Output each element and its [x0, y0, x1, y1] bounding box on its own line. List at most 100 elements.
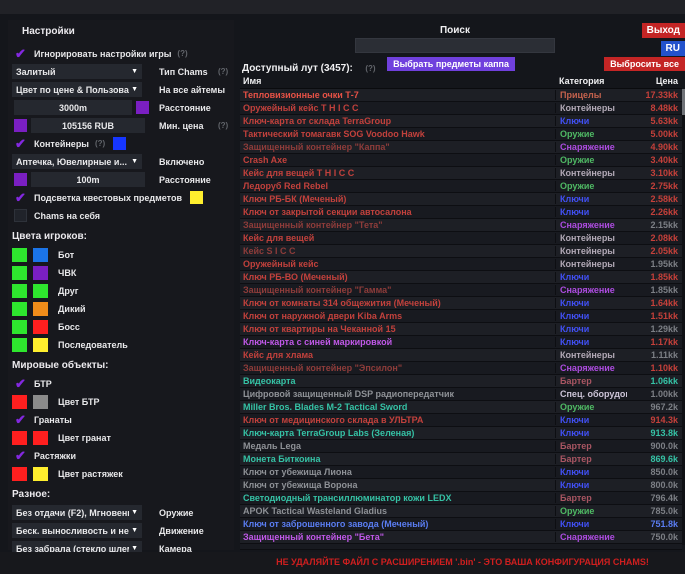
dropdown[interactable]: Аптечка, Ювелирные и... ▼ [12, 154, 142, 169]
dropdown[interactable]: Беск. выносливость и нет уста▼ [12, 523, 142, 538]
checkbox[interactable] [14, 209, 27, 222]
loot-table-row[interactable]: Ключ-карта с синей маркировкой Ключи 1.17k… [240, 336, 682, 349]
color-swatch-secondary[interactable] [33, 394, 48, 409]
loot-item-category: Снаряжение [555, 285, 627, 295]
loot-table-row[interactable]: Кейс для вещей Контейнеры 2.08kk [240, 232, 682, 245]
dropdown[interactable]: Без отдачи (F2), Мгновенное п▼ [12, 505, 142, 520]
loot-table-row[interactable]: Оружейный кейс Контейнеры 1.95kk [240, 258, 682, 271]
loot-scrollbar[interactable] [682, 89, 685, 545]
loot-table-row[interactable]: Ключ от закрытой секции автосалона Ключи 2… [240, 206, 682, 219]
dropdown-value: Без отдачи (F2), Мгновенное п [16, 507, 129, 518]
window-top-strip [0, 0, 685, 14]
loot-table-row[interactable]: Ключ от убежища Лиона Ключи 850.0k [240, 466, 682, 479]
color-swatch-primary[interactable] [12, 394, 27, 409]
color-swatch[interactable] [136, 101, 149, 114]
loot-table-row[interactable]: Светодиодный трансиллюминатор кожи LEDX Б… [240, 492, 682, 505]
color-swatch[interactable] [14, 119, 27, 132]
loot-table-row[interactable]: Защищенный контейнер "Каппа" Снаряжение 4.… [240, 141, 682, 154]
loot-item-price: 869.6k [650, 454, 678, 464]
checkbox[interactable]: ✔ [14, 47, 27, 60]
color-swatch[interactable] [190, 191, 204, 204]
color-swatch-secondary[interactable] [33, 466, 48, 481]
checkbox-label: Подсветка квестовых предметов [34, 192, 183, 203]
loot-table-row[interactable]: Ключ-карта TerraGroup Labs (Зеленая) Ключ… [240, 427, 682, 440]
loot-table-row[interactable]: Защищенный контейнер "Гамма" Снаряжение 1.… [240, 284, 682, 297]
dropdown-label: На все айтемы [159, 84, 226, 95]
color-swatch-secondary[interactable] [33, 301, 48, 316]
color-swatch-primary[interactable] [12, 301, 27, 316]
color-swatch-primary[interactable] [12, 265, 27, 280]
checkbox[interactable]: ✔ [14, 413, 27, 426]
loot-table-row[interactable]: Ледоруб Red Rebel Оружие 2.75kk [240, 180, 682, 193]
loot-table-row[interactable]: Монета Биткоина Бартер 869.6k [240, 453, 682, 466]
help-icon: (?) [95, 139, 106, 148]
checkmark-icon: ✔ [15, 375, 26, 391]
color-swatch-primary[interactable] [12, 283, 27, 298]
color-swatch-secondary[interactable] [33, 265, 48, 280]
loot-table-row[interactable]: APOK Tactical Wasteland Gladius Оружие 785… [240, 505, 682, 518]
loot-table-row[interactable]: Crash Axe Оружие 3.40kk [240, 154, 682, 167]
color-swatch-primary[interactable] [12, 337, 27, 352]
value-input[interactable] [31, 118, 145, 133]
color-swatch-secondary[interactable] [33, 337, 48, 352]
color-swatch[interactable] [14, 173, 27, 186]
loot-table-row[interactable]: Защищенный контейнер "Бета" Снаряжение 750… [240, 531, 682, 544]
loot-table-row[interactable]: Ключ от убежища Ворона Ключи 800.0k [240, 479, 682, 492]
loot-table-row[interactable]: Кейс для вещей T H I C C Контейнеры 3.10kk [240, 167, 682, 180]
dropdown[interactable]: Залитый ▼ [12, 64, 142, 79]
loot-table-row[interactable]: Ключ РБ-БК (Меченый) Ключи 2.58kk [240, 193, 682, 206]
loot-table-row[interactable]: Ключ-карта от склада TerraGroup Ключи 5.63… [240, 115, 682, 128]
settings-row: Chams на себя [12, 207, 234, 224]
color-swatch-secondary[interactable] [33, 247, 48, 262]
chevron-down-icon: ▼ [131, 509, 138, 516]
color-swatch-secondary[interactable] [33, 319, 48, 334]
dropdown[interactable]: Цвет по цене & Пользователь▼ [12, 82, 142, 97]
loot-table-row[interactable]: Ключ от квартиры на Чеканной 15 Ключи 1.29… [240, 323, 682, 336]
loot-scrollbar-thumb[interactable] [682, 89, 685, 115]
settings-row: Дикий [12, 300, 234, 317]
loot-table-row[interactable]: Ключ от медицинского склада в УЛЬТРА Ключ… [240, 414, 682, 427]
value-input[interactable] [14, 100, 132, 115]
loot-item-price: 2.75kk [650, 181, 678, 191]
loot-item-category: Оружие [555, 155, 627, 165]
color-swatch-primary[interactable] [12, 466, 27, 481]
loot-table-row[interactable]: Ключ от заброшенного завода (Меченый) Клю… [240, 518, 682, 531]
loot-table-row[interactable]: Тактический томагавк SOG Voodoo Hawk Оруж… [240, 128, 682, 141]
loot-item-category: Снаряжение [555, 142, 627, 152]
checkbox[interactable]: ✔ [14, 377, 27, 390]
loot-table-row[interactable]: Ключ РБ-ВО (Меченый) Ключи 1.85kk [240, 271, 682, 284]
value-input[interactable] [31, 172, 145, 187]
language-button[interactable]: RU [660, 41, 685, 56]
search-input[interactable] [355, 38, 555, 53]
color-swatch-secondary[interactable] [33, 430, 48, 445]
loot-item-price: 1.64kk [650, 298, 678, 308]
checkbox[interactable]: ✔ [14, 191, 27, 204]
help-icon: (?) [218, 67, 229, 76]
chevron-down-icon: ▼ [131, 527, 138, 534]
loot-table-row[interactable]: Ключ от комнаты 314 общежития (Меченый) К… [240, 297, 682, 310]
checkbox[interactable]: ✔ [14, 137, 27, 150]
color-swatch-secondary[interactable] [33, 283, 48, 298]
drop-all-button[interactable]: Выбросить все [604, 57, 685, 71]
exit-button[interactable]: Выход [641, 23, 685, 38]
color-swatch[interactable] [113, 137, 127, 150]
loot-table-row[interactable]: Видеокарта Бартер 1.06kk [240, 375, 682, 388]
loot-table-row[interactable]: Miller Bros. Blades M-2 Tactical Sword Ор… [240, 401, 682, 414]
loot-table-row[interactable]: Кейс S I C C Контейнеры 2.05kk [240, 245, 682, 258]
loot-table-row[interactable]: Цифровой защищенный DSP радиопередатчик С… [240, 388, 682, 401]
color-swatch-primary[interactable] [12, 430, 27, 445]
select-kappa-items-button[interactable]: Выбрать предметы каппа [387, 57, 515, 71]
loot-table-row[interactable]: Оружейный кейс T H I C C Контейнеры 8.48kk [240, 102, 682, 115]
loot-table-row[interactable]: Ключ от наружной двери Kiba Arms Ключи 1.5… [240, 310, 682, 323]
loot-item-name: Защищенный контейнер "Гамма" [243, 285, 392, 295]
dropdown-label: Оружие [159, 507, 194, 518]
loot-table-row[interactable]: Тепловизионные очки Т-7 Прицелы 17.33kk [240, 89, 682, 102]
color-swatch-primary[interactable] [12, 247, 27, 262]
loot-table-row[interactable]: Защищенный контейнер "Тета" Снаряжение 2.1… [240, 219, 682, 232]
loot-table-row[interactable]: Медаль Lega Бартер 900.0k [240, 440, 682, 453]
loot-item-name: Ключ-карта от склада TerraGroup [243, 116, 392, 126]
color-swatch-primary[interactable] [12, 319, 27, 334]
checkbox[interactable]: ✔ [14, 449, 27, 462]
loot-table-row[interactable]: Кейс для хлама Контейнеры 1.11kk [240, 349, 682, 362]
loot-table-row[interactable]: Защищенный контейнер "Эпсилон" Снаряжение… [240, 362, 682, 375]
